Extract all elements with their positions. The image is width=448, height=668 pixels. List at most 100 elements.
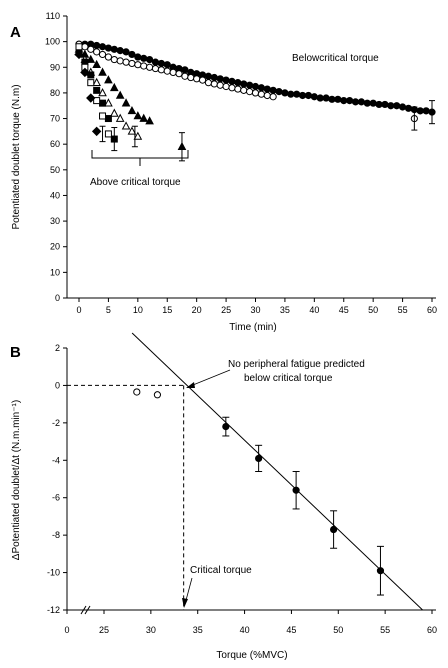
panel-a-point-filled-circle bbox=[93, 41, 101, 50]
panel-b-y-axis-label: ΔPotentiated doublet/Δt (N.m.min⁻¹) bbox=[11, 400, 22, 560]
panel-a-point-filled-triangle bbox=[145, 116, 154, 125]
panel-a-point-open-circle bbox=[228, 84, 236, 92]
panel-a-y-tick-label: 30 bbox=[50, 216, 60, 226]
panel-a-point-open-circle bbox=[169, 68, 177, 77]
above-critical-torque-bracket bbox=[91, 150, 189, 166]
panel-a-point-filled-triangle bbox=[109, 82, 119, 92]
panel-a-point-open-circle bbox=[193, 75, 201, 83]
panel-b-y-tick-label: -10 bbox=[47, 568, 60, 578]
panel-a-point-filled-circle bbox=[269, 86, 277, 94]
panel-b-x-axis-label: Torque (%MVC) bbox=[216, 650, 287, 661]
panel-a-point-filled-circle bbox=[357, 98, 365, 106]
panel-a-point-filled-diamond bbox=[91, 126, 102, 137]
panel-a-point-filled-triangle bbox=[115, 90, 125, 99]
panel-b-point-filled-circle bbox=[376, 567, 385, 575]
panel-a-point-open-circle bbox=[251, 89, 260, 97]
panel-a-point-filled-circle bbox=[222, 76, 230, 84]
panel-a-point-open-square bbox=[104, 130, 112, 138]
axis-break-marks bbox=[80, 605, 91, 615]
panel-a-point-filled-circle bbox=[287, 90, 295, 98]
panel-b-x-tick-label: 55 bbox=[380, 625, 390, 635]
panel-a-point-open-triangle bbox=[92, 77, 101, 86]
no-fatigue-arrowhead bbox=[186, 382, 195, 388]
panel-a-point-filled-circle bbox=[251, 82, 260, 91]
panel-a-point-filled-circle bbox=[151, 58, 160, 66]
critical-torque-arrowhead bbox=[182, 598, 188, 608]
panel-a-point-open-circle bbox=[151, 64, 160, 73]
panel-b-x-tick-label: 50 bbox=[333, 625, 343, 635]
panel-a-point-filled-circle bbox=[293, 90, 301, 98]
panel-a-point-filled-circle bbox=[228, 77, 236, 85]
panel-a-point-open-circle bbox=[198, 76, 207, 84]
panel-a-point-filled-circle bbox=[263, 85, 271, 93]
panel-a-y-tick-label: 50 bbox=[50, 165, 60, 175]
panel-a-point-filled-circle bbox=[240, 80, 248, 88]
panel-b-y-tick-label: 0 bbox=[55, 380, 60, 390]
panel-a-y-tick-label: 90 bbox=[50, 62, 60, 72]
panel-a-point-filled-triangle bbox=[133, 111, 143, 120]
panel-a-point-filled-triangle bbox=[92, 59, 101, 69]
panel-a-point-filled-circle bbox=[363, 99, 371, 107]
panel-a-point-filled-circle bbox=[275, 88, 283, 96]
panel-a-y-tick-label: 60 bbox=[50, 139, 60, 149]
regression-line bbox=[131, 332, 423, 611]
panel-a-point-filled-circle bbox=[122, 48, 130, 56]
panel-a-y-tick-label: 0 bbox=[55, 293, 60, 303]
panel-a-point-open-circle bbox=[134, 61, 142, 69]
panel-a-point-open-triangle bbox=[115, 113, 125, 122]
panel-a-point-open-circle bbox=[93, 48, 101, 56]
panel-a-x-axis-label: Time (min) bbox=[229, 322, 276, 333]
panel-a-point-filled-circle bbox=[387, 102, 395, 110]
panel-a-point-filled-circle bbox=[181, 66, 189, 74]
panel-b-x-tick-label: 0 bbox=[64, 625, 69, 635]
panel-a-x-tick-label: 25 bbox=[221, 305, 231, 315]
panel-a-point-open-circle bbox=[81, 43, 89, 51]
panel-b-y-tick-label: -12 bbox=[47, 605, 60, 615]
panel-a: A 0 5 10 15 20 25 30 35 40 45 50 55 60 0 10 20 30 40 50 60 7… bbox=[10, 11, 437, 333]
panel-a-point-filled-square bbox=[99, 99, 107, 107]
panel-a-point-open-triangle bbox=[121, 121, 131, 130]
panel-a-point-filled-triangle bbox=[98, 67, 107, 76]
panel-b-y-tick-label: -8 bbox=[52, 530, 60, 540]
below-critical-torque-label: Belowcritical torque bbox=[292, 53, 379, 64]
panel-a-point-filled-circle bbox=[216, 75, 224, 83]
panel-a-point-filled-circle bbox=[210, 73, 218, 82]
panel-b-x-tick-label: 35 bbox=[193, 625, 203, 635]
panel-a-point-open-circle bbox=[146, 63, 154, 71]
panel-a-point-open-circle bbox=[122, 58, 130, 66]
panel-a-point-filled-triangle bbox=[139, 113, 149, 122]
panel-a-y-axis-label: Potentiated doublet torque (N.m) bbox=[11, 84, 22, 229]
panel-a-point-open-circle bbox=[257, 90, 265, 98]
panel-a-x-tick-label: 10 bbox=[133, 305, 143, 315]
panel-a-point-filled-circle bbox=[128, 50, 136, 59]
panel-b-point-filled-circle bbox=[222, 423, 230, 431]
panel-a-point-filled-diamond bbox=[74, 49, 84, 60]
panel-b-x-tick-label: 30 bbox=[146, 625, 156, 635]
panel-a-y-tick-label: 20 bbox=[50, 242, 60, 252]
panel-a-y-tick-label: 80 bbox=[50, 88, 60, 98]
panel-a-point-open-circle bbox=[222, 82, 230, 91]
panel-a-point-filled-circle bbox=[146, 55, 154, 64]
panel-b: B 0 25 30 35 40 45 50 55 60 2 0 -2 -4 -6 -8 -10 -12 Torq… bbox=[10, 332, 437, 661]
panel-a-y-tick-label: 40 bbox=[50, 190, 60, 200]
panel-a-point-filled-circle bbox=[281, 89, 289, 97]
panel-a-x-tick-label: 50 bbox=[368, 305, 378, 315]
critical-torque-label: Critical torque bbox=[190, 565, 252, 576]
panel-a-y-tick-label: 100 bbox=[45, 37, 60, 47]
panel-a-point-filled-triangle bbox=[86, 54, 96, 63]
no-fatigue-arrow bbox=[187, 369, 231, 388]
panel-a-point-filled-circle bbox=[246, 81, 254, 89]
panel-a-point-filled-diamond bbox=[80, 67, 90, 78]
panel-a-point-open-triangle bbox=[109, 108, 119, 117]
panel-a-point-open-circle bbox=[98, 50, 107, 59]
panel-a-point-filled-circle bbox=[369, 99, 377, 107]
panel-a-point-filled-circle bbox=[234, 79, 242, 87]
panel-a-point-open-circle bbox=[175, 70, 183, 78]
panel-a-point-filled-circle bbox=[140, 54, 148, 62]
panel-a-point-open-circle bbox=[116, 57, 124, 65]
panel-a-point-filled-circle bbox=[116, 47, 124, 55]
panel-a-label: A bbox=[10, 24, 21, 41]
panel-b-x-tick-label: 40 bbox=[240, 625, 250, 635]
panel-a-x-tick-label: 60 bbox=[427, 305, 437, 315]
